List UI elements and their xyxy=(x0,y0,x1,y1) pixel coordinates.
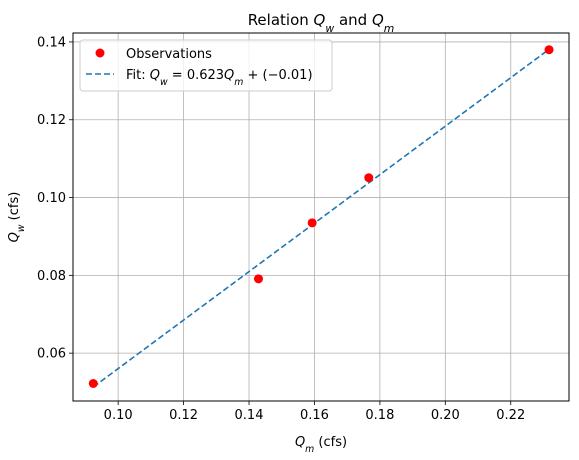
legend-box xyxy=(79,39,333,92)
y-axis: 0.06 0.08 0.10 0.12 0.14 xyxy=(37,35,73,362)
y-tick-label: 0.14 xyxy=(37,35,66,50)
legend-marker-observations xyxy=(95,48,105,58)
observation-point xyxy=(307,218,317,228)
observation-point xyxy=(364,173,374,183)
observation-point xyxy=(88,378,98,388)
y-tick-label: 0.08 xyxy=(37,269,66,284)
x-axis-label: Qm (cfs) xyxy=(295,435,347,455)
x-tick-label: 0.18 xyxy=(365,408,394,423)
fit-line xyxy=(92,48,550,388)
chart-title: Relation Qw and Qm xyxy=(248,11,395,35)
observation-point xyxy=(254,274,264,284)
legend: Observations Fit: Qw = 0.623Qm + (−0.01) xyxy=(79,39,333,92)
plot-frame xyxy=(72,32,570,402)
y-tick-label: 0.10 xyxy=(37,191,66,206)
x-tick-label: 0.10 xyxy=(104,408,133,423)
y-tick-label: 0.12 xyxy=(37,113,66,128)
x-tick-label: 0.16 xyxy=(300,408,329,423)
plot-area xyxy=(73,33,569,401)
x-axis: 0.10 0.12 0.14 0.16 0.18 0.20 0.22 xyxy=(104,401,525,423)
series-layer xyxy=(88,45,554,388)
observation-point xyxy=(544,45,554,55)
legend-label-observations: Observations xyxy=(126,47,212,62)
x-tick-label: 0.14 xyxy=(235,408,264,423)
legend-label-fit: Fit: Qw = 0.623Qm + (−0.01) xyxy=(126,68,313,88)
x-tick-label: 0.12 xyxy=(169,408,198,423)
x-tick-label: 0.22 xyxy=(496,408,525,423)
x-tick-label: 0.20 xyxy=(431,408,460,423)
y-axis-label: Qw (cfs) xyxy=(7,192,27,243)
y-tick-label: 0.06 xyxy=(37,347,66,362)
